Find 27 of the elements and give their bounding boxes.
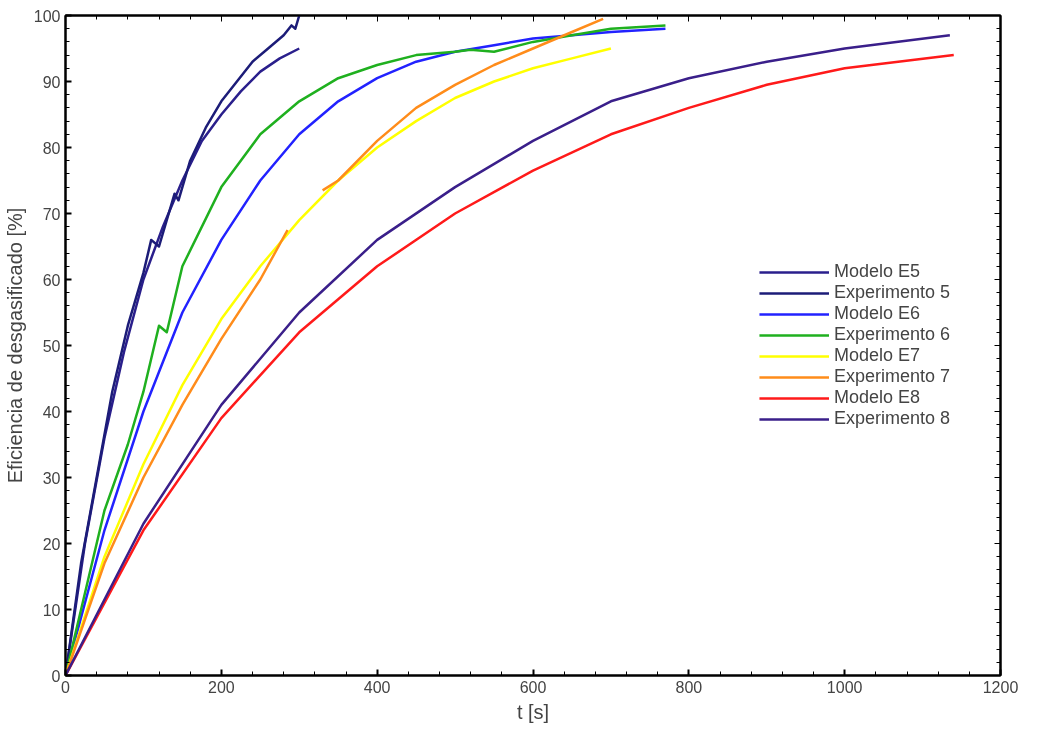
y-tick-label: 50 — [42, 337, 61, 355]
y-tick-label: 70 — [42, 205, 61, 223]
x-tick-label: 400 — [363, 678, 391, 696]
y-tick-label: 10 — [42, 601, 61, 619]
y-tick-label: 20 — [42, 535, 61, 553]
y-tick-label: 90 — [42, 73, 61, 91]
y-tick-label: 40 — [42, 403, 61, 421]
legend-label: Modelo E5 — [833, 261, 920, 282]
legend-label: Modelo E8 — [833, 387, 920, 408]
x-tick-label: 200 — [207, 678, 235, 696]
legend-label: Experimento 8 — [833, 408, 950, 429]
x-tick-label: 1000 — [826, 678, 863, 696]
legend-label: Modelo E6 — [833, 303, 920, 324]
x-tick-label: 1200 — [982, 678, 1019, 696]
y-axis-title: Eficiencia de desgasificado [%] — [3, 207, 26, 484]
y-tick-label: 0 — [51, 667, 61, 685]
legend-label: Experimento 7 — [833, 366, 950, 387]
x-tick-label: 600 — [519, 678, 547, 696]
y-tick-label: 60 — [42, 271, 61, 289]
legend-label: Modelo E7 — [833, 345, 920, 366]
x-tick-label: 800 — [675, 678, 703, 696]
y-tick-label: 100 — [33, 7, 61, 25]
legend-label: Experimento 6 — [833, 324, 950, 345]
y-tick-label: 30 — [42, 469, 61, 487]
x-axis-title: t [s] — [516, 700, 550, 723]
legend-label: Experimento 5 — [833, 282, 950, 303]
y-tick-label: 80 — [42, 139, 61, 157]
